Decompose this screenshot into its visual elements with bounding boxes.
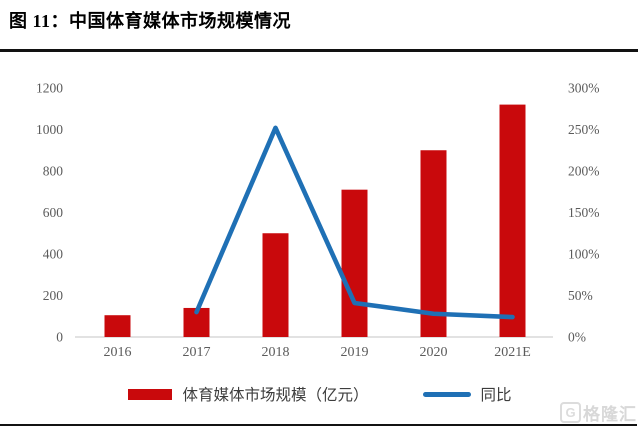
y2-axis-tick-label: 200%	[568, 164, 600, 179]
y2-axis-tick-label: 100%	[568, 247, 600, 262]
y2-axis-tick-label: 300%	[568, 81, 600, 96]
legend-item-yoy: 同比	[422, 383, 512, 405]
combo-chart: 0 200 400 600 800 1000 1200 0% 50% 100% 150% 200% 25…	[36, 81, 600, 361]
y2-axis-tick-label: 250%	[568, 122, 600, 137]
figure-header: 图 11：中国体育媒体市场规模情况	[0, 0, 640, 50]
y-axis-tick-label: 200	[43, 288, 64, 303]
y2-axis-tick-label: 50%	[568, 288, 593, 303]
y-axis-tick-label: 1200	[36, 81, 63, 96]
x-axis-tick-label: 2017	[183, 345, 211, 360]
gelonghui-watermark: G 格隆汇	[560, 400, 637, 425]
title-underline	[0, 49, 638, 52]
y-axis-tick-label: 800	[43, 164, 64, 179]
gelonghui-logo-text: 格隆汇	[583, 405, 637, 424]
line-series-swatch	[422, 391, 471, 397]
y-axis-tick-label: 600	[43, 205, 64, 220]
figure-title: 图 11：中国体育媒体市场规模情况	[9, 11, 292, 31]
x-axis-tick-label: 2019	[341, 345, 369, 360]
line-series-label: 同比	[480, 387, 512, 404]
chart-area: 0 200 400 600 800 1000 1200 0% 50% 100% 150% 200% 25…	[0, 60, 640, 372]
y-axis-tick-label: 0	[56, 330, 63, 345]
bottom-rule	[0, 424, 637, 427]
yoy-line	[194, 125, 515, 320]
y2-axis-tick-label: 150%	[568, 205, 600, 220]
bar	[499, 104, 526, 337]
y2-axis-tick-label: 0%	[568, 330, 586, 345]
bar-series-label: 体育媒体市场规模（亿元）	[182, 387, 369, 404]
legend-item-market-size: 体育媒体市场规模（亿元）	[128, 383, 369, 405]
bar	[104, 315, 131, 337]
y-axis-tick-label: 400	[43, 247, 64, 262]
bar	[341, 189, 368, 337]
chart-legend: 体育媒体市场规模（亿元） 同比	[0, 381, 640, 407]
gelonghui-logo-icon: G	[560, 402, 581, 423]
y-axis-tick-label: 1000	[36, 122, 63, 137]
bar-series-swatch	[128, 388, 173, 400]
x-axis-tick-label: 2016	[104, 345, 132, 360]
bar	[420, 150, 447, 337]
x-axis-tick-label: 2021E	[494, 345, 531, 360]
bar	[262, 233, 289, 337]
x-axis-tick-label: 2020	[420, 345, 448, 360]
x-axis-tick-label: 2018	[262, 345, 290, 360]
